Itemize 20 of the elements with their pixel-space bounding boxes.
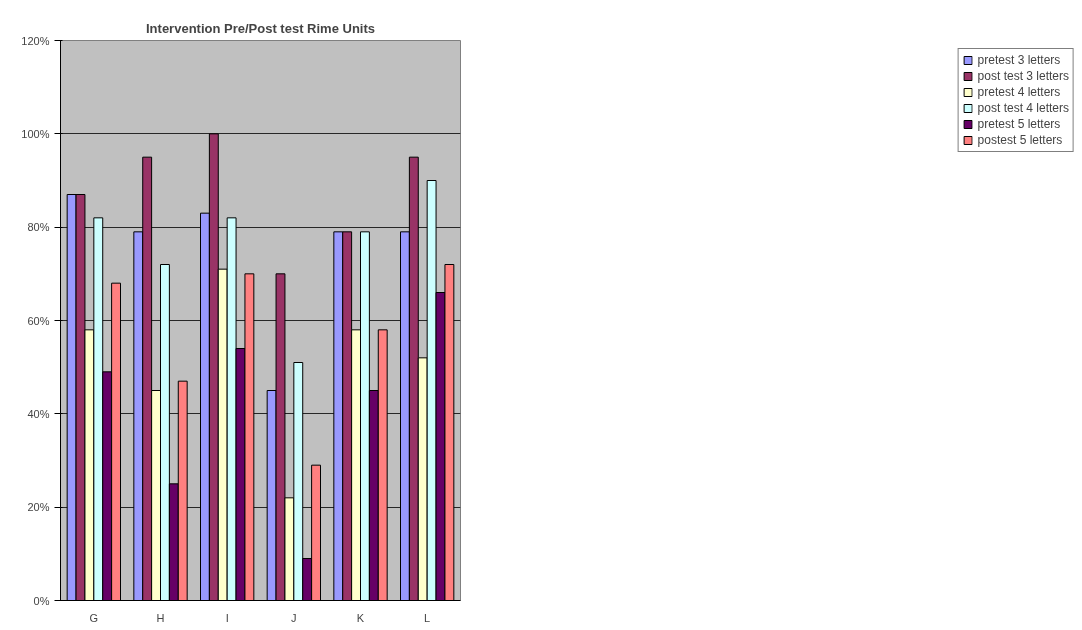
x-tick-label: L [424,611,431,624]
legend-label: post test 3 letters [977,69,1069,83]
legend-label: pretest 4 letters [977,85,1061,99]
x-tick-label: J [291,611,297,624]
y-tick-label: 0% [33,594,50,607]
x-tick-label: K [356,611,365,624]
y-tick-label: 100% [21,127,50,140]
x-tick-label: H [156,611,165,624]
legend-label: postest 5 letters [977,133,1063,147]
legend-label: post test 4 letters [977,101,1069,115]
x-tick-label: I [225,611,229,624]
y-tick-label: 80% [27,221,50,234]
y-tick-label: 20% [27,501,50,514]
legend-label: pretest 5 letters [977,117,1061,131]
legend-label: pretest 3 letters [977,53,1061,67]
chart-title: Intervention Pre/Post test Rime Units [146,20,375,36]
x-tick-label: G [89,611,99,624]
y-tick-label: 60% [27,314,50,327]
y-tick-label: 120% [21,34,50,47]
y-tick-label: 40% [27,407,50,420]
